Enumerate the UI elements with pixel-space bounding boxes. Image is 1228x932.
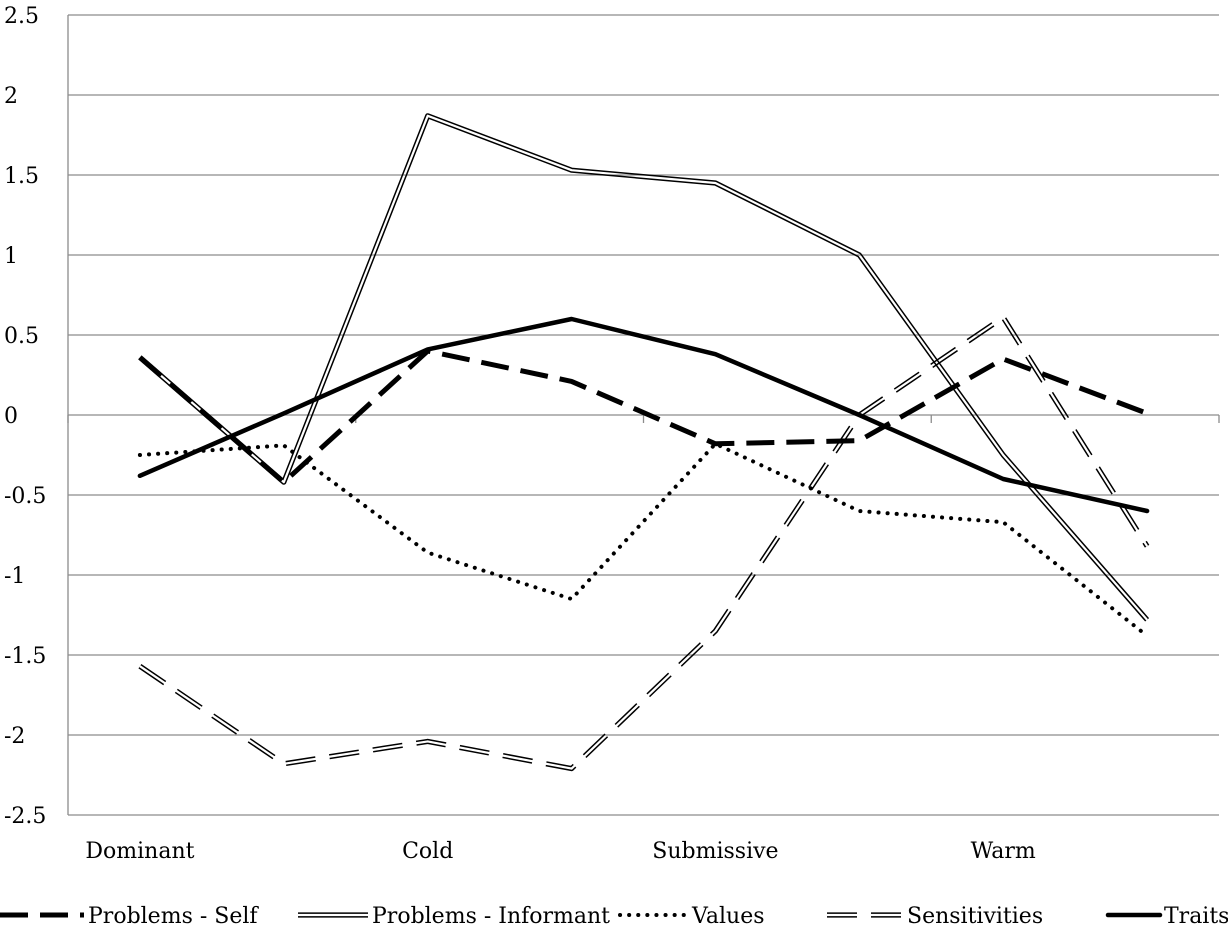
y-tick-label: -1 [4,564,25,589]
x-tick-label: Warm [971,839,1036,864]
series-lines [137,113,1150,772]
y-tick-label: 0.5 [4,324,39,349]
legend-item: Sensitivities [827,904,1043,929]
y-axis-tick-labels: 2.5 2 1.5 1 0.5 0 -0.5 -1 -1.5 -2 -2.5 [4,4,46,829]
x-tick-label: Dominant [85,839,194,864]
y-tick-label: 2 [4,84,18,109]
legend: Problems - Self Problems - Informant Value… [0,904,1228,929]
series-line [137,316,1150,514]
series-line [138,348,1148,485]
y-tick-label: 0 [4,404,18,429]
series-traits [137,316,1150,514]
legend-label: Traits [1164,904,1228,929]
legend-label: Problems - Informant [372,904,610,929]
y-tick-label: -2 [4,724,25,749]
x-tick-label: Submissive [652,839,778,864]
series-line [137,441,1150,638]
series-values [137,441,1150,638]
legend-item: Values [618,904,765,929]
series-sensitivities [138,314,1150,772]
legend-label: Sensitivities [907,904,1043,929]
legend-item: Problems - Self [0,904,259,929]
series-line [138,113,1150,622]
series-line [138,314,1150,772]
legend-label: Values [691,904,765,929]
y-tick-label: -2.5 [4,804,46,829]
series-problems-self [138,348,1148,485]
legend-item: Traits [1105,904,1228,929]
series-problems-informant [138,113,1150,622]
y-tick-label: -0.5 [4,484,46,509]
y-tick-label: -1.5 [4,644,46,669]
y-tick-label: 1 [4,244,18,269]
y-tick-label: 2.5 [4,4,39,29]
legend-label: Problems - Self [88,904,259,929]
y-tick-label: 1.5 [4,164,39,189]
x-tick-label: Cold [402,839,453,864]
legend-item: Problems - Informant [298,904,610,929]
x-axis-tick-labels: Dominant Cold Submissive Warm [85,839,1036,864]
